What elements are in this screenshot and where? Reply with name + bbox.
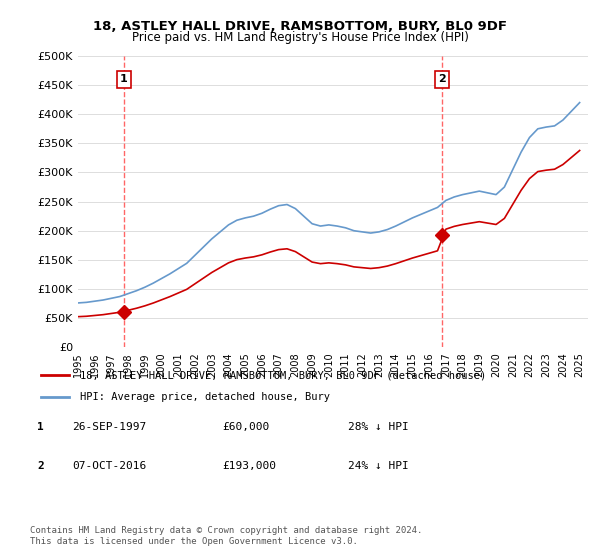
Text: 07-OCT-2016: 07-OCT-2016 <box>72 461 146 472</box>
Text: £193,000: £193,000 <box>222 461 276 472</box>
Text: 2: 2 <box>438 74 446 85</box>
Text: 1: 1 <box>120 74 128 85</box>
Text: Price paid vs. HM Land Registry's House Price Index (HPI): Price paid vs. HM Land Registry's House … <box>131 31 469 44</box>
Text: 1: 1 <box>37 422 44 432</box>
Text: Contains HM Land Registry data © Crown copyright and database right 2024.
This d: Contains HM Land Registry data © Crown c… <box>30 526 422 546</box>
Text: 18, ASTLEY HALL DRIVE, RAMSBOTTOM, BURY, BL0 9DF: 18, ASTLEY HALL DRIVE, RAMSBOTTOM, BURY,… <box>93 20 507 32</box>
Text: 24% ↓ HPI: 24% ↓ HPI <box>348 461 409 472</box>
Text: 28% ↓ HPI: 28% ↓ HPI <box>348 422 409 432</box>
Text: £60,000: £60,000 <box>222 422 269 432</box>
Text: 26-SEP-1997: 26-SEP-1997 <box>72 422 146 432</box>
Text: HPI: Average price, detached house, Bury: HPI: Average price, detached house, Bury <box>80 393 329 403</box>
Text: 2: 2 <box>37 461 44 471</box>
Text: 18, ASTLEY HALL DRIVE, RAMSBOTTOM, BURY, BL0 9DF (detached house): 18, ASTLEY HALL DRIVE, RAMSBOTTOM, BURY,… <box>80 370 486 380</box>
